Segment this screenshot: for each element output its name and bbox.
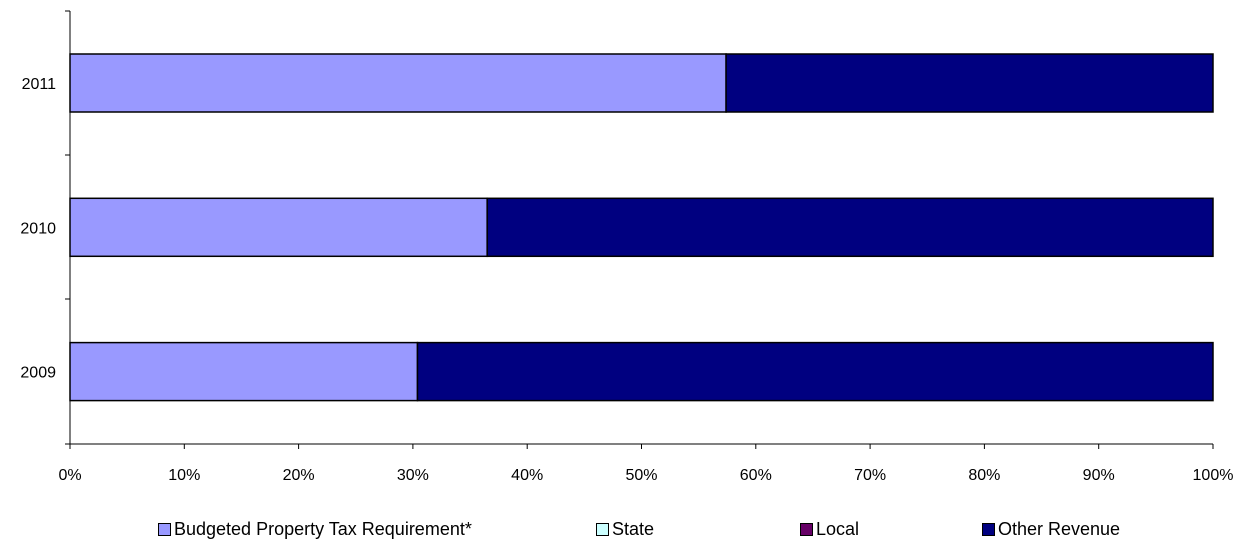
x-tick-label: 10% — [168, 467, 200, 484]
bar-2009-budgeted-property-tax-requirement — [69, 341, 419, 402]
legend-item-local: Local — [800, 519, 859, 540]
legend-item-budgeted-property-tax: Budgeted Property Tax Requirement* — [158, 519, 472, 540]
bars-layer — [69, 53, 1214, 402]
legend-item-other-revenue: Other Revenue — [982, 519, 1120, 540]
axes-layer — [65, 10, 1214, 449]
bar-2010-other-revenue — [486, 197, 1214, 258]
x-tick-label: 20% — [283, 467, 315, 484]
y-tick-label-2009: 2009 — [20, 365, 56, 382]
x-tick-label: 70% — [854, 467, 886, 484]
legend-swatch-budgeted-property-tax — [158, 523, 171, 536]
legend-label-other-revenue: Other Revenue — [998, 519, 1121, 539]
bar-2009-other-revenue — [416, 341, 1214, 402]
x-tick-label: 30% — [397, 467, 429, 484]
legend-label-state: State — [612, 519, 655, 539]
y-tick-label-2011: 2011 — [22, 76, 57, 93]
bar-2011-budgeted-property-tax-requirement — [69, 53, 727, 113]
bar-2011-other-revenue — [725, 53, 1214, 113]
x-tick-label: 90% — [1083, 467, 1115, 484]
legend-item-state: State — [596, 519, 654, 540]
labels-layer: 2011 2010 2009 0% 10% 20% 30% 40% 50% 60% 70% 80% 90… — [20, 76, 1233, 484]
legend-swatch-other-revenue — [982, 523, 995, 536]
legend-swatch-local — [800, 523, 813, 536]
bar-2010-budgeted-property-tax-requirement — [69, 197, 488, 258]
x-tick-label: 40% — [511, 467, 543, 484]
legend-label-budgeted-property-tax: Budgeted Property Tax Requirement* — [174, 519, 472, 539]
legend-swatch-state — [596, 523, 609, 536]
x-tick-label: 0% — [58, 467, 81, 484]
legend-label-local: Local — [816, 519, 860, 539]
x-tick-label: 100% — [1193, 467, 1234, 484]
x-tick-label: 60% — [740, 467, 772, 484]
x-tick-label: 80% — [968, 467, 1000, 484]
y-tick-label-2010: 2010 — [20, 220, 56, 237]
x-tick-label: 50% — [625, 467, 657, 484]
chart-legend: Budgeted Property Tax Requirement* State… — [0, 519, 1244, 541]
